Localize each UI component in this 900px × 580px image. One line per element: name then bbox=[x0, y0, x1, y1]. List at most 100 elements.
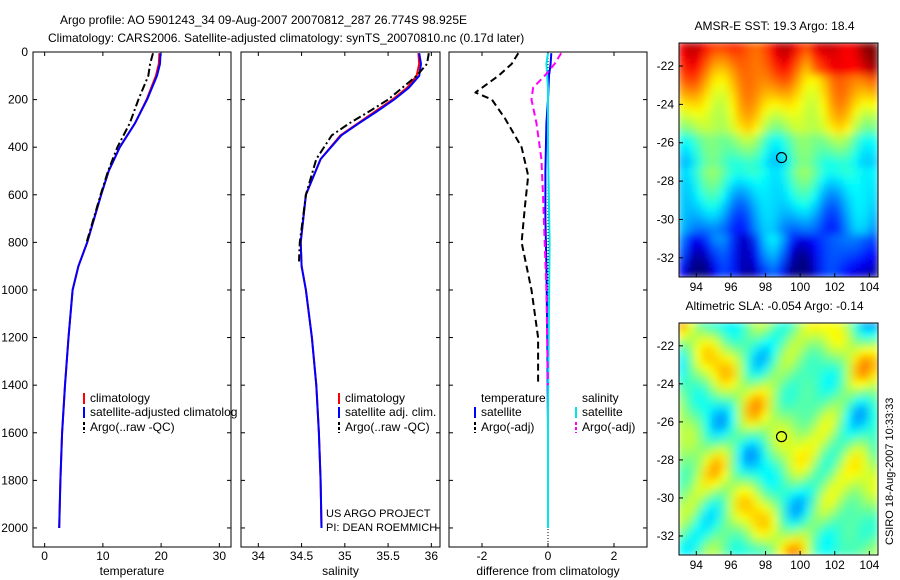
sst-map-cell bbox=[719, 125, 730, 136]
sst-map-cell bbox=[785, 250, 797, 262]
sst-map-cell bbox=[686, 67, 697, 78]
sla-map-cell bbox=[727, 487, 739, 498]
sla-map-cell bbox=[835, 462, 846, 474]
sst-map-cell bbox=[744, 217, 755, 228]
sst-map-cell bbox=[819, 150, 830, 161]
sst-map-cell bbox=[827, 133, 838, 145]
sst-map-cell bbox=[794, 234, 805, 245]
sst-map-cell bbox=[835, 200, 846, 212]
sst-map-cell bbox=[711, 100, 722, 111]
sst-map-cell bbox=[810, 200, 821, 212]
sla-map-cell bbox=[794, 429, 805, 440]
sst-map-cell bbox=[736, 184, 747, 195]
salinity-series-argo-raw-qc- bbox=[298, 53, 430, 262]
sst-map-cell bbox=[785, 117, 797, 128]
sst-map-cell bbox=[827, 83, 838, 95]
sla-map-cell bbox=[760, 371, 772, 382]
sla-map-cell bbox=[719, 396, 730, 407]
sst-map-cell bbox=[769, 83, 780, 95]
sla-map-cell bbox=[852, 471, 863, 482]
sla-map-cell bbox=[769, 404, 780, 416]
sst-map-cell bbox=[711, 200, 722, 212]
sla-map-cell bbox=[810, 438, 821, 449]
sst-map-cell bbox=[769, 250, 780, 262]
sla-map-cell bbox=[736, 479, 747, 490]
sst-map-cell bbox=[679, 43, 689, 53]
sst-map-cell bbox=[702, 242, 714, 253]
sst-map-cell bbox=[785, 209, 797, 220]
salinity-series-satellite-adj-clim- bbox=[299, 53, 422, 529]
sst-map-cell bbox=[827, 250, 838, 262]
sla-map-cell bbox=[744, 512, 755, 523]
sla-map-cell bbox=[727, 413, 739, 424]
sla-map-cell bbox=[843, 323, 855, 333]
sst-map-cell bbox=[860, 125, 871, 136]
sst-map-cell bbox=[719, 225, 730, 237]
sst-map-cell bbox=[686, 133, 697, 145]
sla-map-cell bbox=[736, 454, 747, 465]
sla-map-cell bbox=[744, 479, 755, 490]
sla-map-cell bbox=[777, 537, 788, 548]
sst-map-cell bbox=[843, 75, 855, 86]
sst-map-cell bbox=[819, 192, 830, 203]
sst-map-cell bbox=[686, 225, 697, 237]
sla-map-cell bbox=[679, 388, 689, 399]
sla-map-cell bbox=[852, 520, 863, 532]
sla-map-cell bbox=[752, 338, 763, 349]
sla-map-cell bbox=[843, 520, 855, 532]
sst-map-cell bbox=[802, 83, 813, 95]
sst-map-cell bbox=[835, 50, 846, 61]
sst-map-cell bbox=[727, 167, 739, 178]
sst-map-cell bbox=[860, 58, 871, 70]
sst-map-cell bbox=[860, 142, 871, 153]
sst-map-cell bbox=[711, 117, 722, 128]
sst-map-cell bbox=[744, 117, 755, 128]
sla-map-cell bbox=[819, 446, 830, 457]
sla-map-cell bbox=[760, 323, 772, 333]
sst-map-cell bbox=[810, 217, 821, 228]
sla-map-cell bbox=[852, 371, 863, 382]
sst-map-cell bbox=[785, 242, 797, 253]
sst-map-cell bbox=[727, 259, 739, 270]
sst-map-cell bbox=[711, 250, 722, 262]
difference-x-tick-label: -2 bbox=[477, 549, 488, 563]
sla-map-cell bbox=[711, 380, 722, 391]
sla-map-cell bbox=[752, 438, 763, 449]
sla-map-lat-label: -32 bbox=[657, 529, 675, 543]
sla-map-cell bbox=[679, 446, 689, 457]
sla-map-cell bbox=[760, 545, 772, 555]
sst-map-cell bbox=[843, 250, 855, 262]
sst-map-cell bbox=[736, 209, 747, 220]
sla-map-cell bbox=[860, 487, 871, 498]
sst-map-cell bbox=[769, 234, 780, 245]
sst-map-cell bbox=[785, 200, 797, 212]
sla-map-cell bbox=[727, 496, 739, 507]
sla-map-cell bbox=[702, 520, 714, 532]
sla-map-cell bbox=[802, 454, 813, 465]
sla-map-cell bbox=[785, 512, 797, 523]
sst-map-cell bbox=[736, 234, 747, 245]
sla-map-cell bbox=[686, 545, 697, 555]
sla-map-cell bbox=[679, 421, 689, 432]
sla-map-cell bbox=[727, 330, 739, 341]
sla-map-cell bbox=[694, 438, 705, 449]
sst-map-cell bbox=[736, 83, 747, 95]
sst-map-cell bbox=[860, 150, 871, 161]
sla-map-cell bbox=[843, 471, 855, 482]
sla-map-cell bbox=[777, 396, 788, 407]
sla-map-cell bbox=[736, 346, 747, 358]
sla-map-cell bbox=[860, 496, 871, 507]
sst-map-cell bbox=[827, 267, 838, 277]
sst-map-cell bbox=[727, 225, 739, 237]
sst-map-cell bbox=[810, 117, 821, 128]
sst-map-cell bbox=[702, 83, 714, 95]
sla-map-cell bbox=[868, 479, 878, 490]
sst-map-cell bbox=[860, 217, 871, 228]
sla-map-cell bbox=[686, 323, 697, 333]
sla-map-cell bbox=[744, 537, 755, 548]
sla-map-cell bbox=[727, 421, 739, 432]
sst-map-cell bbox=[744, 242, 755, 253]
sst-map-cell bbox=[785, 108, 797, 120]
salinity-x-axis-label: salinity bbox=[322, 564, 359, 578]
sla-map-cell bbox=[868, 520, 878, 532]
